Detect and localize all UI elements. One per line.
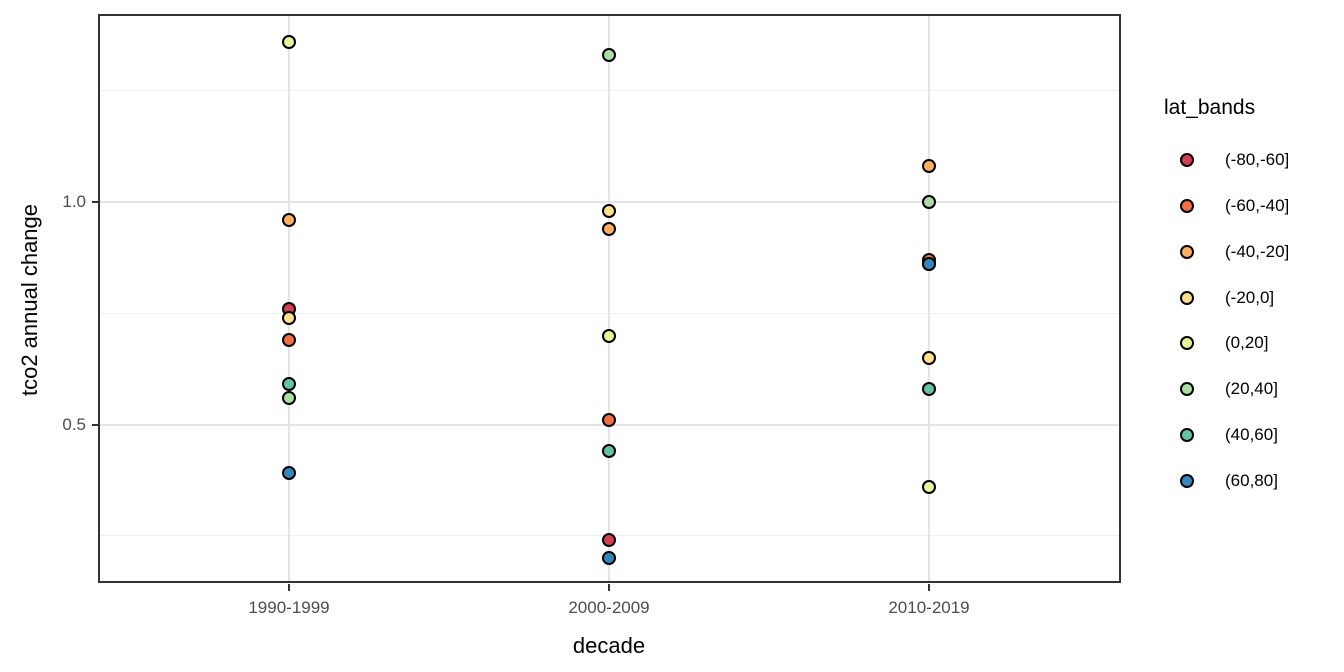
legend-key-icon [1180, 244, 1194, 259]
legend-key-icon [1180, 290, 1194, 305]
legend-item-label: (40,60] [1225, 425, 1278, 445]
legend-item-label: (-80,-60] [1225, 150, 1290, 169]
legend-item: (-80,-60] [1164, 150, 1339, 170]
legend-item-label: (-20,0] [1225, 287, 1275, 307]
data-point [282, 332, 296, 347]
y-tick-label: 1.0 [62, 192, 86, 211]
data-point [922, 381, 936, 396]
x-tick-label: 2000-2009 [568, 598, 650, 617]
data-point [282, 466, 296, 481]
y-axis-title: tco2 annual change [17, 203, 42, 397]
data-point [602, 444, 616, 459]
data-point [922, 257, 936, 272]
data-point [282, 34, 296, 49]
y-tick-mark [91, 201, 99, 203]
x-tick-mark [608, 583, 610, 591]
legend-item: (-40,-20] [1164, 242, 1339, 262]
y-tick-mark [91, 423, 99, 426]
legend-title: lat_bands [1164, 96, 1256, 119]
x-gridline-major [928, 15, 930, 582]
x-gridline-major [288, 15, 290, 582]
data-point [922, 350, 936, 365]
data-point [602, 203, 616, 218]
legend-key-icon [1180, 198, 1194, 213]
legend-item-label: (60,80] [1225, 471, 1278, 491]
data-point [282, 377, 296, 392]
legend-item: (60,80] [1164, 471, 1339, 491]
data-point [282, 310, 296, 325]
data-point [602, 328, 616, 343]
data-point [922, 159, 936, 174]
x-axis-title: decade [572, 633, 646, 658]
legend-item: (20,40] [1164, 379, 1339, 399]
x-tick-label: 1990-1999 [248, 598, 330, 617]
data-point [602, 551, 616, 565]
legend-key-icon [1180, 153, 1194, 167]
data-point [282, 390, 296, 405]
legend-key-icon [1180, 428, 1194, 443]
legend-key-icon [1180, 382, 1194, 397]
legend-key-icon [1180, 474, 1194, 489]
data-point [922, 195, 936, 209]
plot-panel [99, 15, 1119, 582]
legend-item-label: (-60,-40] [1225, 195, 1290, 215]
legend-item-label: (-40,-20] [1225, 241, 1290, 261]
legend-item: (0,20] [1164, 333, 1339, 353]
data-point [602, 221, 616, 236]
x-tick-label: 2010-2019 [888, 598, 970, 617]
x-tick-mark [288, 583, 290, 591]
data-point [282, 212, 296, 227]
x-tick-mark [928, 583, 930, 591]
legend-item: (-20,0] [1164, 288, 1339, 308]
data-point [602, 48, 616, 63]
legend: lat_bands (-80,-60] (-60,-40] (-40,-20] (-2… [1164, 96, 1339, 490]
legend-item: (40,60] [1164, 425, 1339, 445]
data-point [922, 479, 936, 494]
y-tick-label: 0.5 [62, 414, 86, 434]
data-point [602, 413, 616, 428]
legend-item: (-60,-40] [1164, 196, 1339, 216]
legend-key-icon [1180, 336, 1194, 351]
x-gridline-major [608, 15, 610, 582]
data-point [602, 533, 616, 548]
legend-item-label: (20,40] [1225, 379, 1278, 399]
legend-item-label: (0,20] [1225, 333, 1269, 353]
